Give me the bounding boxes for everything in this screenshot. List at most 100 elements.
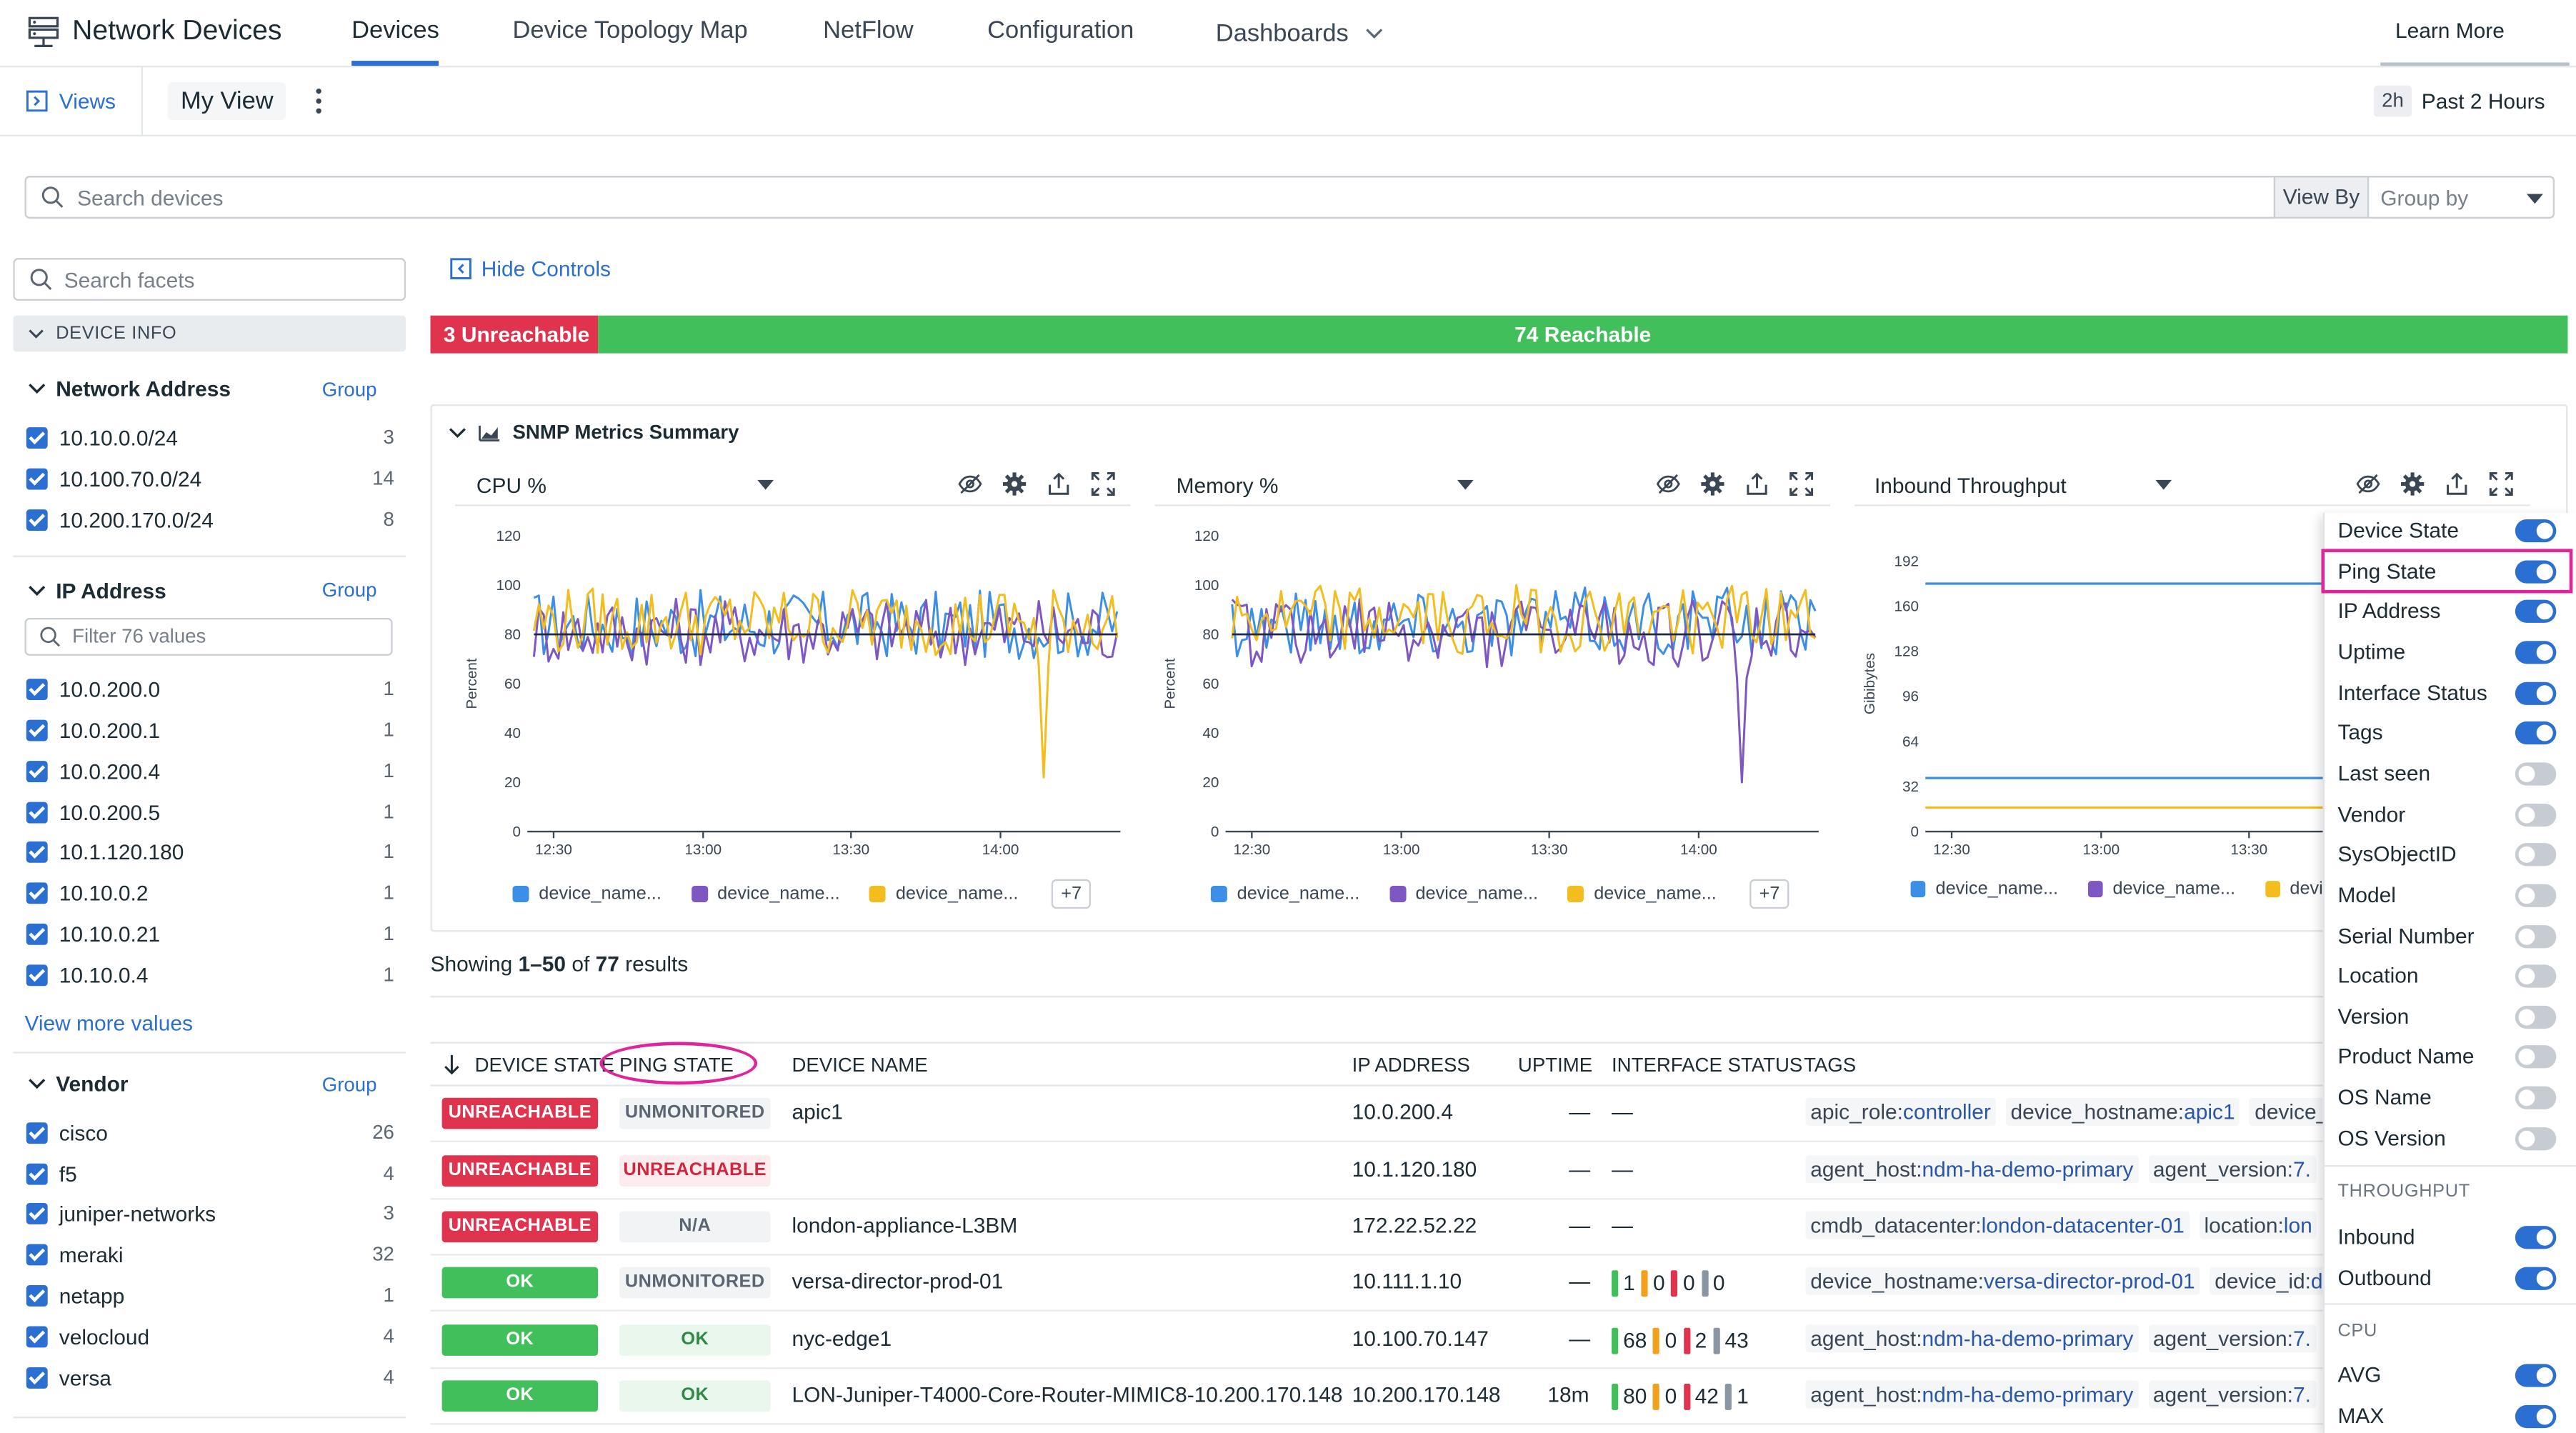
- gear-icon[interactable]: [1002, 471, 1027, 496]
- facet-item[interactable]: velocloud 4: [26, 1319, 394, 1352]
- chevron-down-icon[interactable]: [28, 1078, 46, 1089]
- filter-values-input[interactable]: Filter 76 values: [72, 624, 206, 648]
- toggle-device-state[interactable]: [2515, 519, 2557, 543]
- column-option-uptime[interactable]: Uptime: [2337, 639, 2406, 664]
- checkbox[interactable]: [26, 1122, 48, 1143]
- checkbox[interactable]: [26, 1366, 48, 1388]
- time-range-badge[interactable]: 2h: [2374, 85, 2412, 117]
- toggle-ip-address[interactable]: [2515, 600, 2557, 624]
- facet-item[interactable]: 10.10.0.0/24 3: [26, 421, 394, 454]
- table-row[interactable]: [430, 1199, 2323, 1256]
- toggle-cpu-avg[interactable]: [2515, 1364, 2557, 1387]
- expand-icon[interactable]: [1091, 471, 1115, 496]
- checkbox[interactable]: [26, 467, 48, 489]
- table-row[interactable]: [430, 1256, 2323, 1312]
- column-option-os-version[interactable]: OS Version: [2337, 1125, 2446, 1150]
- legend-more-button[interactable]: +7: [1749, 879, 1790, 909]
- learn-more-button[interactable]: Learn More: [2380, 0, 2570, 66]
- toggle-location[interactable]: [2515, 964, 2557, 988]
- search-input[interactable]: Search devices: [77, 185, 224, 211]
- column-option-serial-number[interactable]: Serial Number: [2337, 922, 2475, 948]
- filter-values-field[interactable]: Filter 76 values: [24, 617, 393, 656]
- facet-item[interactable]: 10.10.0.21 1: [26, 917, 394, 950]
- facet-vendor-title[interactable]: Vendor: [56, 1071, 129, 1097]
- table-row[interactable]: [430, 1087, 2323, 1142]
- facet-item[interactable]: 10.1.120.180 1: [26, 835, 394, 868]
- toggle-interface-status[interactable]: [2515, 681, 2557, 704]
- facet-item[interactable]: 10.10.0.4 1: [26, 958, 394, 991]
- gear-icon[interactable]: [1700, 471, 1724, 496]
- column-option-device-state[interactable]: Device State: [2337, 517, 2459, 543]
- export-icon[interactable]: [2445, 471, 2469, 496]
- checkbox[interactable]: [26, 882, 48, 904]
- checkbox[interactable]: [26, 1202, 48, 1224]
- sort-arrow-icon[interactable]: [444, 1054, 460, 1075]
- snmp-metrics-header[interactable]: SNMP Metrics Summary: [449, 421, 739, 444]
- column-header-tags[interactable]: TAGS: [1804, 1053, 1857, 1077]
- checkbox[interactable]: [26, 922, 48, 944]
- chevron-down-icon[interactable]: [28, 585, 46, 596]
- facet-item[interactable]: versa 4: [26, 1361, 394, 1394]
- toggle-uptime[interactable]: [2515, 641, 2557, 664]
- column-option-vendor[interactable]: Vendor: [2337, 801, 2406, 827]
- throughput-metric-selector[interactable]: Inbound Throughput: [1854, 464, 2530, 506]
- column-option-interface-status[interactable]: Interface Status: [2337, 679, 2487, 704]
- toggle-ping-state[interactable]: [2515, 559, 2557, 583]
- tab-configuration[interactable]: Configuration: [987, 16, 1134, 45]
- facet-item[interactable]: meraki 32: [26, 1237, 394, 1270]
- column-option-product-name[interactable]: Product Name: [2337, 1044, 2475, 1069]
- chevron-down-icon[interactable]: [28, 383, 46, 394]
- app-brand[interactable]: Network Devices: [28, 13, 282, 49]
- search-devices-field[interactable]: Search devices View By Group by: [24, 176, 2555, 219]
- facet-item[interactable]: 10.200.170.0/24 8: [26, 503, 394, 536]
- facet-item[interactable]: cisco 26: [26, 1116, 394, 1149]
- throughput-option-inbound[interactable]: Inbound: [2337, 1224, 2415, 1249]
- checkbox[interactable]: [26, 759, 48, 782]
- checkbox[interactable]: [26, 1243, 48, 1265]
- facet-item[interactable]: 10.10.0.2 1: [26, 876, 394, 909]
- toggle-throughput-inbound[interactable]: [2515, 1226, 2557, 1249]
- export-icon[interactable]: [1047, 471, 1071, 496]
- group-link[interactable]: Group: [321, 1073, 377, 1097]
- view-more-values-link[interactable]: View more values: [24, 1010, 193, 1036]
- expand-icon[interactable]: [1789, 471, 1814, 496]
- checkbox[interactable]: [26, 1284, 48, 1306]
- tab-dashboards[interactable]: Dashboards: [1216, 0, 1383, 66]
- device-info-section[interactable]: DEVICE INFO: [13, 315, 406, 352]
- hide-eye-icon[interactable]: [2356, 471, 2380, 496]
- toggle-cpu-max[interactable]: [2515, 1404, 2557, 1427]
- checkbox[interactable]: [26, 840, 48, 862]
- column-option-version[interactable]: Version: [2337, 1004, 2410, 1029]
- column-option-model[interactable]: Model: [2337, 882, 2396, 907]
- facet-item[interactable]: f5 4: [26, 1157, 394, 1190]
- column-header-uptime[interactable]: UPTIME: [1517, 1053, 1593, 1077]
- column-option-last-seen[interactable]: Last seen: [2337, 760, 2431, 786]
- facet-ip-address-title[interactable]: IP Address: [56, 578, 166, 604]
- table-row[interactable]: [430, 1369, 2323, 1425]
- hide-controls-button[interactable]: Hide Controls: [450, 256, 611, 281]
- column-header-device-name[interactable]: DEVICE NAME: [792, 1053, 928, 1077]
- views-button[interactable]: Views: [26, 89, 116, 114]
- table-row[interactable]: [430, 1313, 2323, 1369]
- cpu-option-avg[interactable]: AVG: [2337, 1362, 2382, 1387]
- facet-item[interactable]: 10.0.200.4 1: [26, 754, 394, 787]
- toggle-product-name[interactable]: [2515, 1046, 2557, 1069]
- hide-eye-icon[interactable]: [958, 471, 982, 496]
- cpu-metric-selector[interactable]: CPU %: [455, 464, 1131, 506]
- facet-network-address-title[interactable]: Network Address: [56, 376, 231, 401]
- checkbox[interactable]: [26, 1325, 48, 1347]
- toggle-os-name[interactable]: [2515, 1086, 2557, 1110]
- checkbox[interactable]: [26, 509, 48, 530]
- tab-netflow[interactable]: NetFlow: [823, 16, 914, 45]
- facet-item[interactable]: 10.0.200.1 1: [26, 713, 394, 746]
- toggle-sysobjectid[interactable]: [2515, 843, 2557, 867]
- column-option-ip-address[interactable]: IP Address: [2337, 599, 2441, 624]
- facet-item[interactable]: 10.0.200.5 1: [26, 795, 394, 828]
- current-view-selector[interactable]: My View: [167, 82, 287, 120]
- search-facets-input[interactable]: Search facets: [64, 267, 195, 293]
- toggle-serial-number[interactable]: [2515, 924, 2557, 948]
- expand-icon[interactable]: [2489, 471, 2513, 496]
- checkbox[interactable]: [26, 719, 48, 741]
- toggle-model[interactable]: [2515, 884, 2557, 907]
- memory-metric-selector[interactable]: Memory %: [1154, 464, 1830, 506]
